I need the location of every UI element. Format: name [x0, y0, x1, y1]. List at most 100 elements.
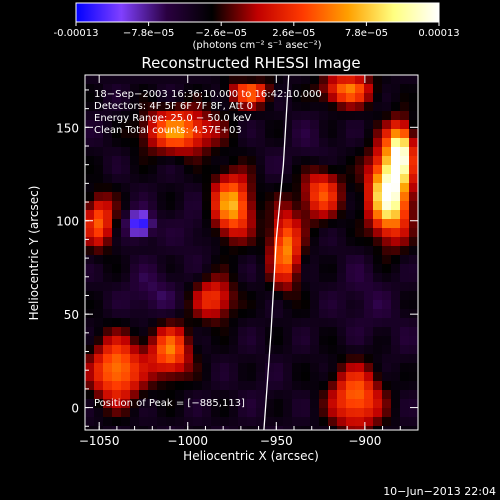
heatmap-pixel: [274, 174, 284, 184]
heatmap-pixel: [193, 327, 203, 337]
heatmap-pixel: [400, 174, 410, 184]
heatmap-pixel: [229, 318, 239, 328]
heatmap-pixel: [346, 138, 356, 148]
heatmap-pixel: [220, 399, 230, 409]
heatmap-pixel: [310, 129, 320, 139]
heatmap-pixel: [364, 273, 374, 283]
heatmap-pixel: [247, 246, 257, 256]
heatmap-pixel: [265, 228, 275, 238]
heatmap-pixel: [175, 381, 185, 391]
heatmap-pixel: [310, 156, 320, 166]
heatmap-pixel: [265, 390, 275, 400]
heatmap-pixel: [328, 273, 338, 283]
heatmap-pixel: [157, 426, 167, 430]
heatmap-pixel: [256, 300, 266, 310]
heatmap-pixel: [175, 372, 185, 382]
heatmap-pixel: [319, 372, 329, 382]
heatmap-pixel: [409, 363, 418, 373]
heatmap-pixel: [337, 174, 347, 184]
heatmap-pixel: [301, 183, 311, 193]
heatmap-pixel: [337, 417, 347, 427]
heatmap-pixel: [346, 147, 356, 157]
heatmap-pixel: [391, 309, 401, 319]
heatmap-pixel: [355, 111, 365, 121]
heatmap-pixel: [400, 291, 410, 301]
heatmap-pixel: [85, 417, 95, 427]
heatmap-pixel: [382, 147, 392, 157]
heatmap-pixel: [121, 210, 131, 220]
heatmap-pixel: [202, 93, 212, 103]
heatmap-pixel: [301, 345, 311, 355]
heatmap-pixel: [337, 246, 347, 256]
heatmap-pixel: [310, 417, 320, 427]
heatmap-pixel: [184, 318, 194, 328]
heatmap-pixel: [310, 318, 320, 328]
heatmap-pixel: [382, 165, 392, 175]
heatmap-pixel: [283, 147, 293, 157]
heatmap-pixel: [391, 165, 401, 175]
heatmap-pixel: [373, 381, 383, 391]
heatmap-pixel: [265, 372, 275, 382]
heatmap-pixel: [193, 408, 203, 418]
heatmap-pixel: [301, 111, 311, 121]
heatmap-pixel: [193, 363, 203, 373]
heatmap-pixel: [274, 111, 284, 121]
heatmap-pixel: [256, 75, 266, 85]
heatmap-pixel: [85, 255, 95, 265]
heatmap-pixel: [283, 165, 293, 175]
heatmap-pixel: [193, 183, 203, 193]
heatmap-pixel: [274, 156, 284, 166]
heatmap-pixel: [355, 228, 365, 238]
y-tick-label: 150: [56, 121, 79, 135]
heatmap-pixel: [85, 345, 95, 355]
heatmap-pixel: [373, 390, 383, 400]
heatmap-pixel: [364, 399, 374, 409]
heatmap-pixel: [166, 327, 176, 337]
heatmap-pixel: [157, 138, 167, 148]
heatmap-pixel: [400, 255, 410, 265]
heatmap-pixel: [337, 336, 347, 346]
heatmap-pixel: [319, 363, 329, 373]
heatmap-pixel: [400, 354, 410, 364]
heatmap-pixel: [373, 273, 383, 283]
heatmap-pixel: [85, 273, 95, 283]
heatmap-pixel: [157, 345, 167, 355]
heatmap-pixel: [229, 309, 239, 319]
heatmap-pixel: [220, 417, 230, 427]
heatmap-pixel: [103, 345, 113, 355]
heatmap-pixel: [409, 264, 418, 274]
heatmap-pixel: [292, 381, 302, 391]
heatmap-pixel: [247, 345, 257, 355]
heatmap-pixel: [247, 318, 257, 328]
heatmap-pixel: [238, 237, 248, 247]
heatmap-pixel: [103, 210, 113, 220]
heatmap-pixel: [211, 183, 221, 193]
heatmap-pixel: [391, 372, 401, 382]
heatmap-pixel: [364, 345, 374, 355]
heatmap-pixel: [310, 363, 320, 373]
heatmap-pixel: [373, 219, 383, 229]
heatmap-pixel: [139, 102, 149, 112]
heatmap-pixel: [139, 192, 149, 202]
heatmap-pixel: [373, 363, 383, 373]
heatmap-pixel: [184, 228, 194, 238]
heatmap-pixel: [184, 309, 194, 319]
heatmap-pixel: [310, 120, 320, 130]
heatmap-pixel: [229, 120, 239, 130]
heatmap-pixel: [220, 381, 230, 391]
heatmap-pixel: [229, 336, 239, 346]
heatmap-pixel: [157, 75, 167, 85]
heatmap-pixel: [328, 120, 338, 130]
heatmap-pixel: [409, 417, 418, 427]
heatmap-pixel: [112, 237, 122, 247]
heatmap-pixel: [274, 102, 284, 112]
heatmap-pixel: [238, 399, 248, 409]
heatmap-pixel: [337, 264, 347, 274]
heatmap-pixel: [157, 102, 167, 112]
heatmap-pixel: [94, 129, 104, 139]
heatmap-pixel: [247, 111, 257, 121]
heatmap-pixel: [139, 174, 149, 184]
heatmap-pixel: [247, 93, 257, 103]
heatmap-pixel: [301, 165, 311, 175]
heatmap-pixel: [391, 417, 401, 427]
